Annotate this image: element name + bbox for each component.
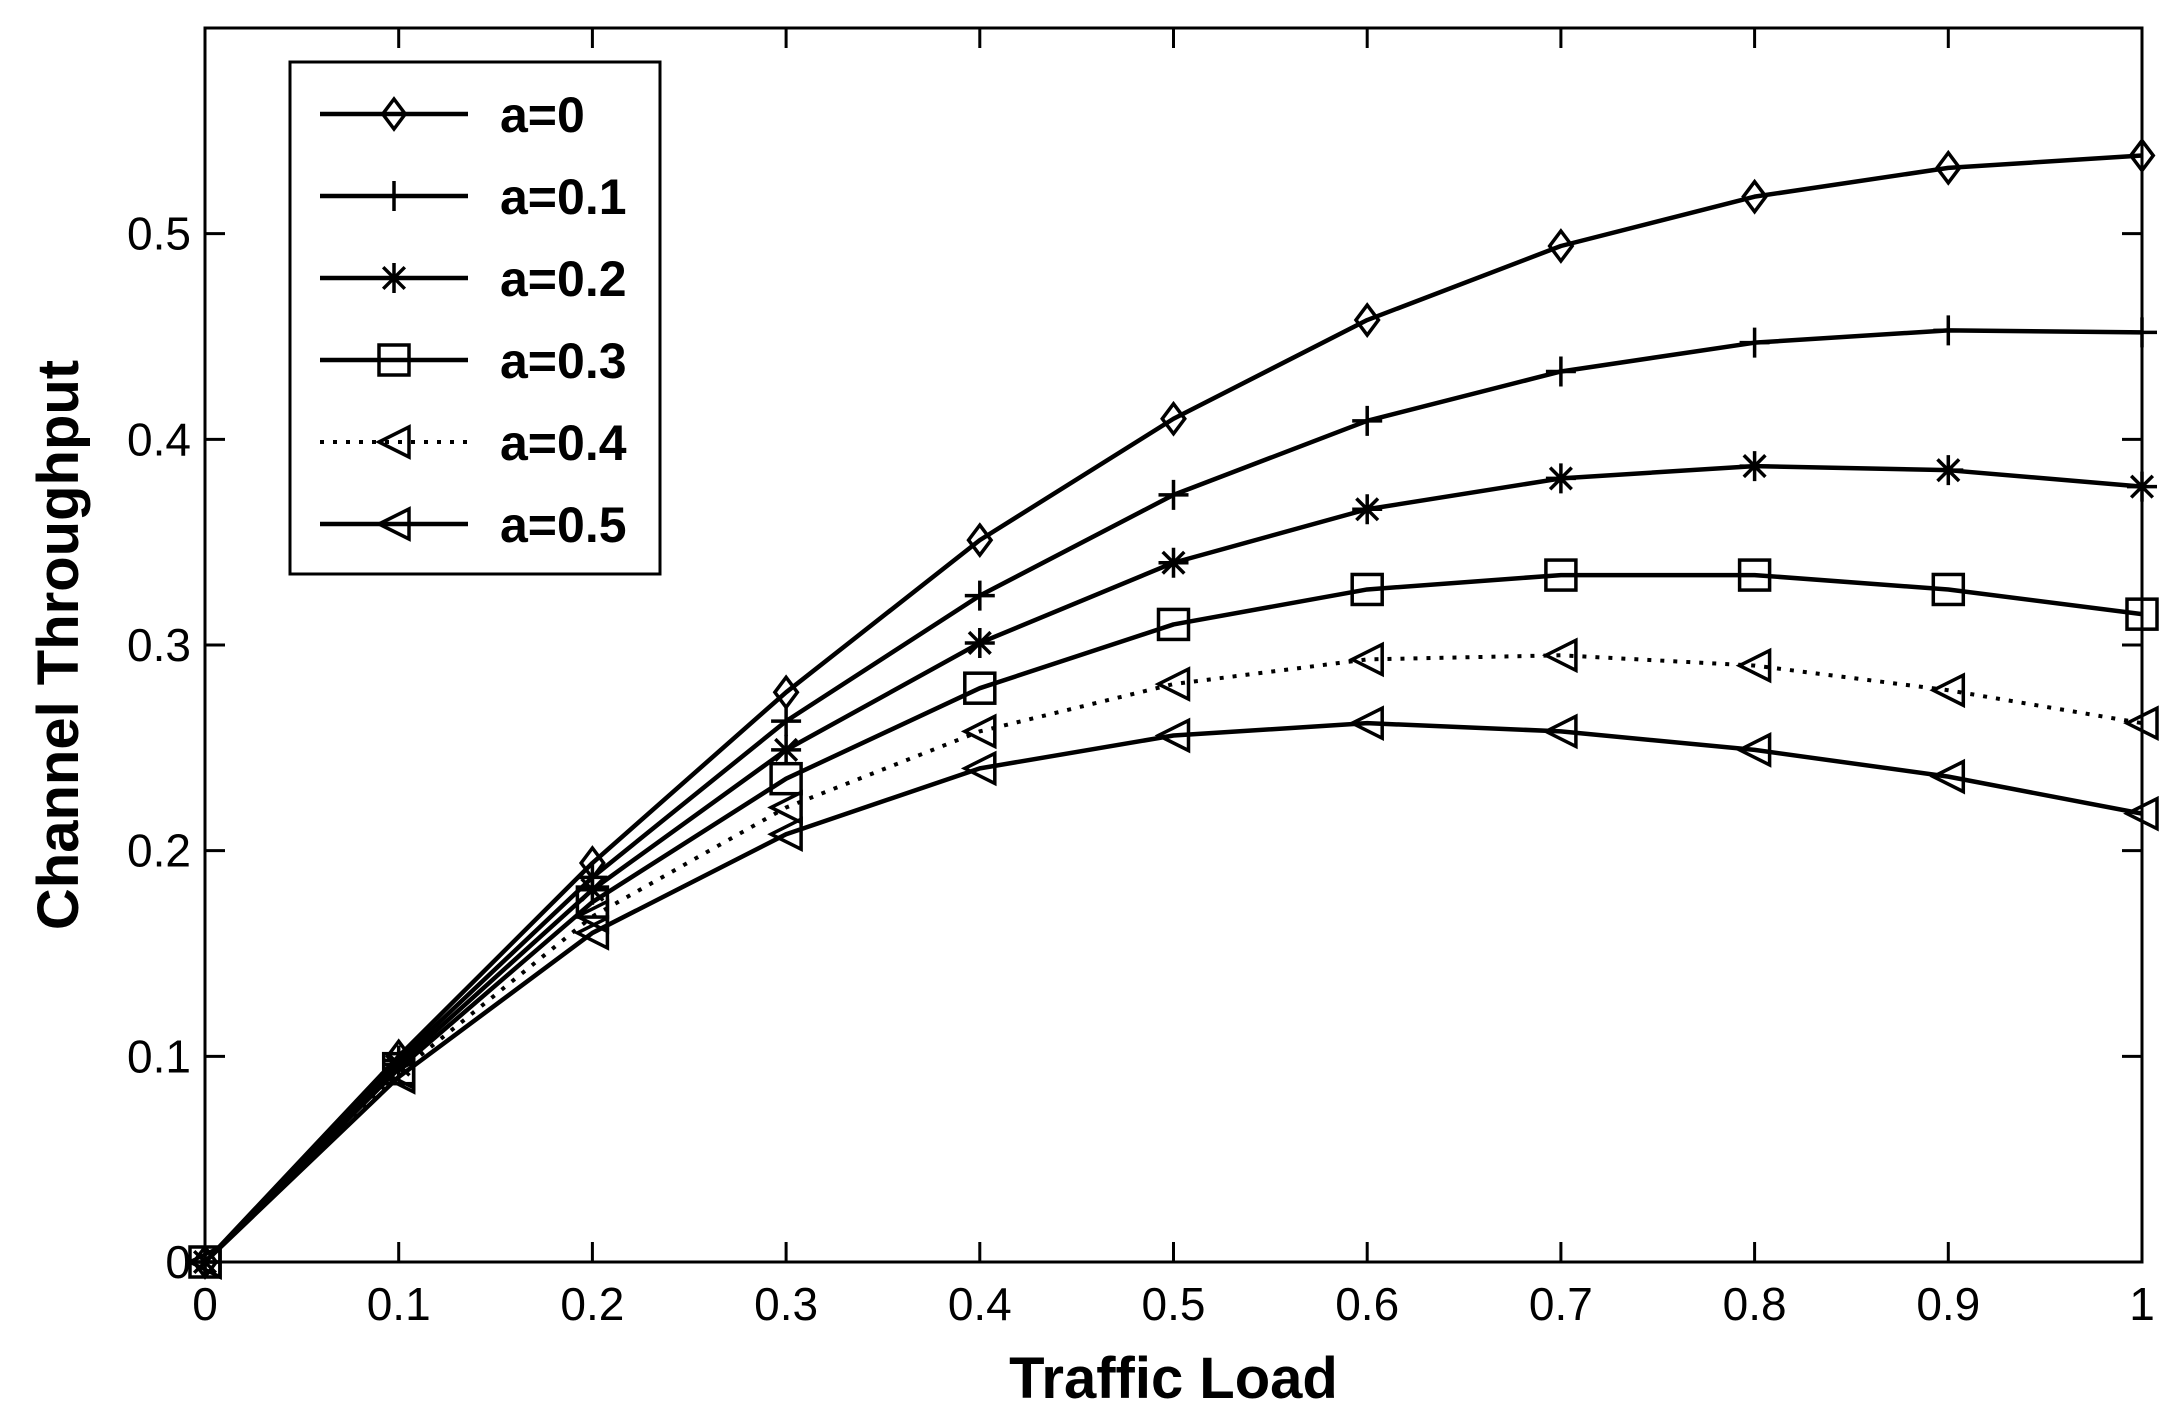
marker-square — [769, 761, 803, 796]
legend-item: a=0.5 — [320, 497, 627, 553]
legend-item: a=0.3 — [320, 333, 627, 389]
series-line — [203, 653, 2143, 1264]
series-layer — [186, 137, 2159, 1280]
legend-item: a=0 — [320, 87, 585, 143]
marker-triangle-left — [1735, 647, 1772, 684]
marker-triangle-left — [379, 1059, 416, 1095]
series-line — [203, 572, 2143, 1264]
legend-label: a=0.5 — [500, 497, 627, 553]
x-tick-label: 0.8 — [1723, 1278, 1787, 1330]
marker-star — [1933, 455, 1964, 486]
y-tick-label: 0.3 — [127, 619, 191, 671]
marker-plus — [1739, 327, 1770, 358]
marker-diamond — [380, 96, 408, 132]
marker-triangle-left — [1348, 641, 1384, 678]
marker-plus — [771, 706, 802, 737]
marker-triangle-left — [375, 424, 411, 460]
x-tick-label: 0.3 — [754, 1278, 818, 1330]
series-a-0 — [191, 137, 2156, 1280]
marker-triangle-left — [960, 713, 997, 750]
legend-item: a=0.1 — [320, 169, 627, 225]
marker-diamond — [1353, 302, 1381, 338]
marker-diamond — [1741, 178, 1769, 215]
marker-diamond — [966, 522, 994, 559]
marker-plus — [379, 181, 409, 211]
marker-diamond — [1547, 228, 1575, 264]
marker-star — [1158, 547, 1189, 578]
y-axis-title: Channel Throughput — [26, 360, 91, 930]
marker-plus — [2127, 317, 2157, 348]
marker-plus — [1158, 479, 1189, 510]
marker-triangle-left — [2123, 705, 2159, 741]
y-tick-label: 0.5 — [127, 208, 191, 260]
marker-star — [1739, 451, 1770, 482]
marker-diamond — [1160, 400, 1187, 437]
marker-star — [577, 874, 608, 905]
marker-diamond — [2128, 137, 2156, 174]
marker-plus — [1933, 315, 1964, 346]
legend-label: a=0.1 — [500, 169, 627, 225]
marker-star — [379, 263, 409, 293]
marker-square — [1737, 558, 1772, 592]
x-tick-label: 0.6 — [1335, 1278, 1399, 1330]
marker-triangle-left — [375, 506, 411, 542]
marker-square — [1156, 607, 1191, 642]
legend-item: a=0.4 — [320, 415, 627, 471]
marker-triangle-left — [1154, 717, 1191, 754]
marker-triangle-left — [1929, 672, 1966, 709]
marker-diamond — [1934, 149, 1962, 186]
marker-square — [1544, 558, 1578, 592]
marker-plus — [964, 580, 995, 611]
marker-triangle-left — [767, 789, 803, 826]
y-tick-label: 0.2 — [127, 825, 191, 877]
legend: a=0 a=0.1 a=0.2 a=0.3 a=0.4 a=0.5 — [288, 60, 662, 576]
marker-star — [771, 734, 802, 765]
marker-triangle-left — [573, 915, 610, 951]
series-line — [203, 720, 2143, 1264]
x-tick-label: 0.4 — [948, 1278, 1012, 1330]
marker-star — [2127, 471, 2157, 502]
marker-triangle-left — [1735, 732, 1772, 768]
marker-star — [964, 627, 995, 658]
x-tick-label: 1 — [2129, 1278, 2155, 1330]
legend-box — [288, 60, 662, 576]
marker-square — [1931, 572, 1966, 607]
marker-star — [1545, 463, 1576, 494]
legend-label: a=0 — [500, 87, 585, 143]
legend-label: a=0.3 — [500, 333, 627, 389]
marker-plus — [1352, 405, 1383, 436]
x-tick-label: 0.2 — [560, 1278, 624, 1330]
marker-triangle-left — [2123, 795, 2159, 832]
marker-triangle-left — [767, 816, 803, 853]
marker-triangle-left — [960, 750, 997, 787]
series-line — [203, 153, 2143, 1264]
marker-square — [2125, 597, 2159, 631]
x-tick-label: 0.7 — [1529, 1278, 1593, 1330]
y-tick-label: 0 — [165, 1236, 191, 1288]
marker-plus — [1545, 356, 1576, 387]
marker-triangle-left — [1929, 758, 1966, 795]
x-axis-title: Traffic Load — [1009, 1346, 1338, 1411]
x-tick-label: 0.9 — [1916, 1278, 1980, 1330]
marker-triangle-left — [1541, 637, 1578, 674]
marker-star — [1352, 494, 1383, 525]
legend-label: a=0.2 — [500, 251, 627, 307]
y-tick-label: 0.1 — [127, 1030, 191, 1082]
x-tick-label: 0.5 — [1142, 1278, 1206, 1330]
x-tick-label: 0.1 — [367, 1278, 431, 1330]
x-tick-label: 0 — [192, 1278, 218, 1330]
marker-square — [1350, 572, 1384, 607]
legend-item: a=0.2 — [320, 251, 627, 307]
legend-label: a=0.4 — [500, 415, 627, 471]
marker-triangle-left — [1154, 666, 1191, 702]
axes: 0 0.1 0.2 0.3 0.4 0.5 0.6 0.7 0.8 0.9 1 0 0.1 0.2 0.3 0… — [127, 28, 2155, 1330]
marker-triangle-left — [1348, 705, 1384, 741]
marker-square — [377, 343, 411, 377]
marker-triangle-left — [1541, 713, 1578, 750]
y-tick-label: 0.4 — [127, 413, 191, 465]
marker-square — [963, 671, 997, 705]
